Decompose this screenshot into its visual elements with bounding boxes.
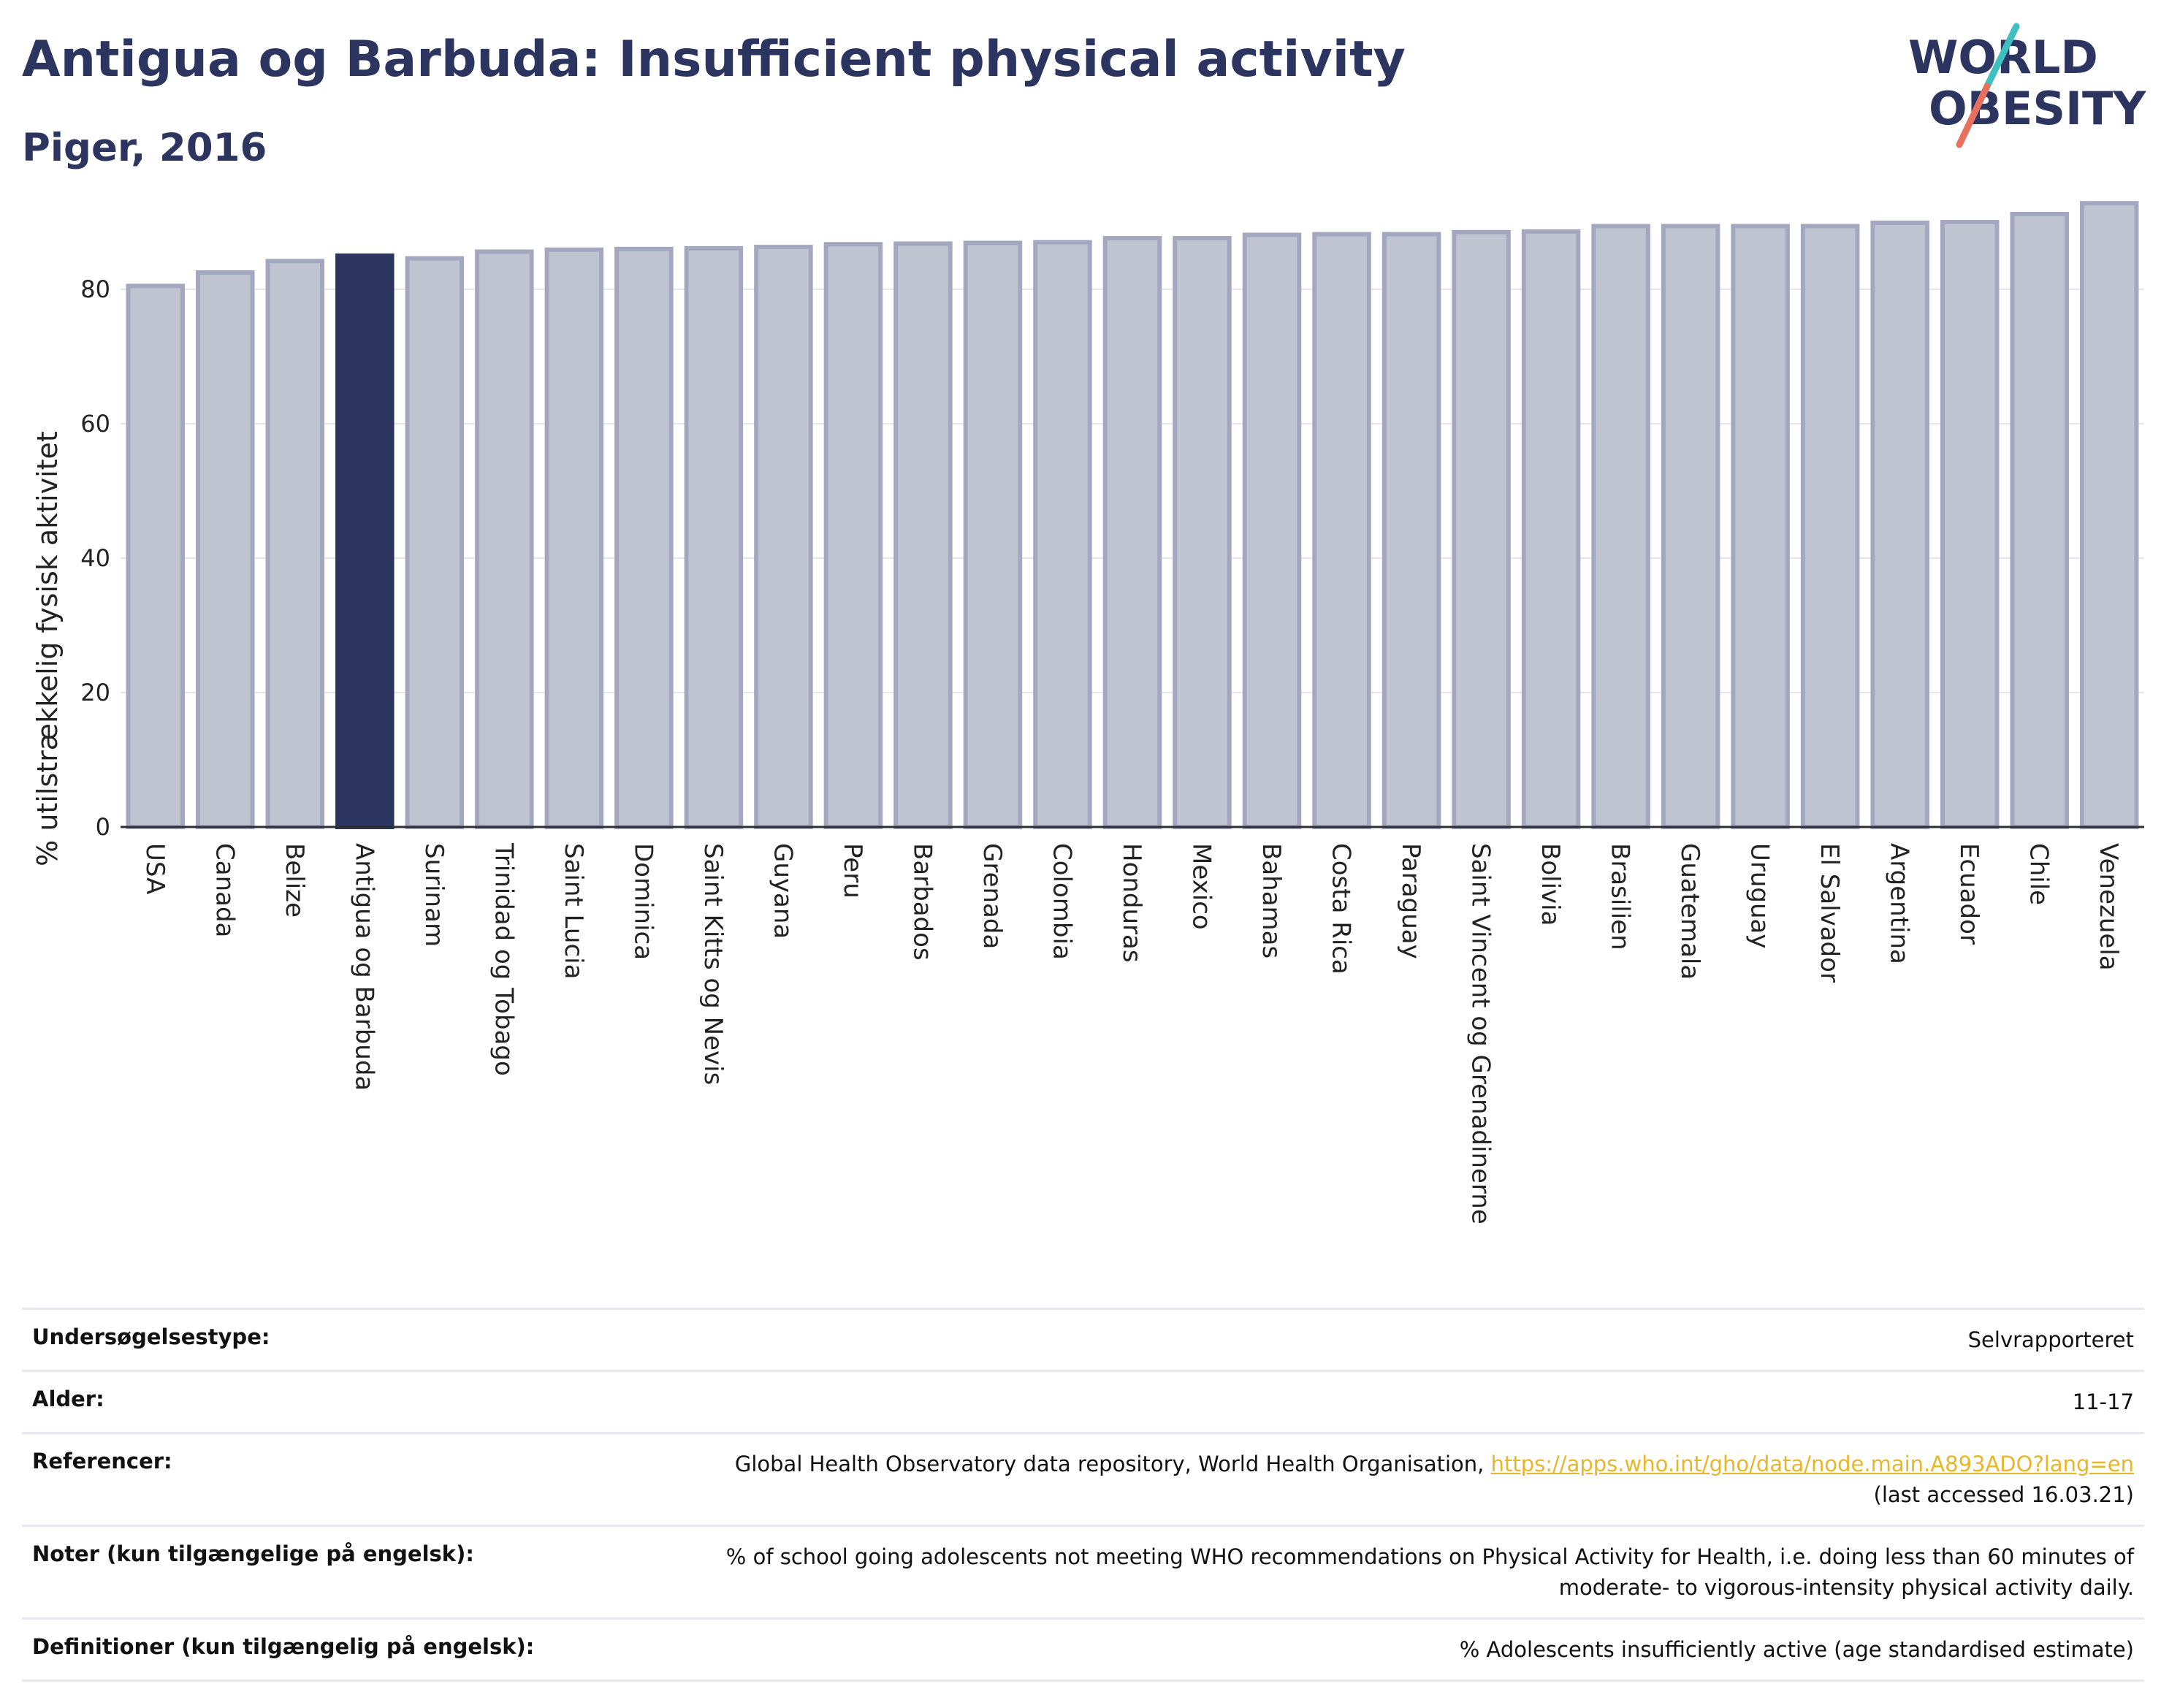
bar xyxy=(1033,240,1092,830)
x-category-label: Uruguay xyxy=(1745,843,1775,949)
bar xyxy=(1381,232,1441,829)
x-category-label: Trinidad og Tobago xyxy=(489,842,518,1076)
bar xyxy=(754,245,813,830)
bar xyxy=(196,270,255,829)
x-category-label: Brasilien xyxy=(1606,843,1635,950)
y-tick-label: 80 xyxy=(80,275,110,303)
x-category-label: El Salvador xyxy=(1815,843,1844,983)
info-row-definitions: Definitioner (kun tilgængelig på engelsk… xyxy=(22,1617,2144,1682)
x-category-label: Honduras xyxy=(1117,843,1146,963)
definitions-value: % Adolescents insufficiently active (age… xyxy=(568,1617,2144,1682)
definitions-label: Definitioner (kun tilgængelig på engelsk… xyxy=(22,1617,568,1682)
notes-line2: moderate- to vigorous-intensity physical… xyxy=(1558,1575,2134,1600)
bar xyxy=(893,241,953,829)
bar xyxy=(265,259,325,829)
x-category-label: Saint Lucia xyxy=(559,843,588,979)
bar xyxy=(405,256,465,829)
age-value: 11-17 xyxy=(568,1370,2144,1434)
y-tick-label: 0 xyxy=(96,813,110,841)
x-category-label: Guyana xyxy=(768,843,797,939)
bar xyxy=(335,253,395,829)
info-table: Undersøgelsestype: Selvrapporteret Alder… xyxy=(22,1308,2144,1682)
bar xyxy=(1173,236,1232,829)
info-row-references: Referencer: Global Health Observatory da… xyxy=(22,1432,2144,1527)
references-accessed: (last accessed 16.03.21) xyxy=(1873,1482,2134,1507)
x-category-label: Canada xyxy=(210,843,239,937)
survey-type-value: Selvrapporteret xyxy=(568,1308,2144,1372)
x-category-label: Grenada xyxy=(977,843,1007,949)
bar xyxy=(963,240,1023,829)
x-category-label: Venezuela xyxy=(2094,843,2123,971)
x-category-label: Costa Rica xyxy=(1327,843,1356,975)
notes-line1: % of school going adolescents not meetin… xyxy=(725,1544,2134,1569)
y-tick-label: 40 xyxy=(80,544,110,572)
bar xyxy=(126,283,186,829)
x-category-label: Colombia xyxy=(1047,843,1076,960)
x-category-label: Belize xyxy=(280,843,309,918)
x-category-label: Barbados xyxy=(907,843,937,961)
logo-slash-teal xyxy=(1983,23,2020,90)
x-category-label: Saint Vincent og Grenadinerne xyxy=(1466,843,1495,1224)
y-tick-labels: 0 20 40 60 80 xyxy=(80,275,110,841)
bar xyxy=(1312,232,1371,829)
bar xyxy=(1452,229,1511,829)
bar xyxy=(684,245,744,829)
x-category-label: Chile xyxy=(2024,843,2054,905)
bar xyxy=(1661,224,1720,829)
bar xyxy=(823,242,883,829)
bar xyxy=(614,246,674,829)
bar xyxy=(544,247,604,830)
x-category-label: USA xyxy=(140,843,169,894)
info-row-notes: Noter (kun tilgængelige på engelsk): % o… xyxy=(22,1525,2144,1620)
info-row-survey-type: Undersøgelsestype: Selvrapporteret xyxy=(22,1308,2144,1372)
bar xyxy=(1940,220,2000,829)
bar xyxy=(1242,232,1302,830)
bar xyxy=(1870,220,1929,830)
x-category-label: Guatemala xyxy=(1675,843,1704,980)
x-category-label: Argentina xyxy=(1885,843,1914,964)
info-row-age: Alder: 11-17 xyxy=(22,1370,2144,1434)
age-label: Alder: xyxy=(22,1370,568,1434)
x-category-label: Saint Kitts og Nevis xyxy=(698,843,728,1085)
bar xyxy=(2010,211,2069,829)
bars xyxy=(126,201,2139,830)
bar xyxy=(1731,224,1790,829)
bar xyxy=(2079,201,2139,829)
x-category-label: Peru xyxy=(838,843,867,899)
bar xyxy=(1800,224,1860,829)
y-tick-label: 60 xyxy=(80,410,110,438)
bar xyxy=(1591,224,1650,829)
survey-type-label: Undersøgelsestype: xyxy=(22,1308,568,1372)
references-text: Global Health Observatory data repositor… xyxy=(734,1452,1491,1476)
y-axis-title: % utilstrækkelig fysisk aktivitet xyxy=(31,431,64,866)
x-category-label: Surinam xyxy=(419,843,449,947)
x-category-label: Bahamas xyxy=(1257,843,1286,958)
references-value: Global Health Observatory data repositor… xyxy=(568,1432,2144,1527)
references-link[interactable]: https://apps.who.int/gho/data/node.main.… xyxy=(1490,1452,2134,1476)
x-category-label: Dominica xyxy=(628,843,658,960)
page-subtitle: Piger, 2016 xyxy=(22,126,267,170)
page-title: Antigua og Barbuda: Insufficient physica… xyxy=(22,31,1406,88)
bar xyxy=(1521,229,1581,829)
x-category-labels: USA Canada Belize Antigua og Barbuda Surinam… xyxy=(140,842,2123,1224)
x-category-label: Antigua og Barbuda xyxy=(349,843,378,1091)
bar xyxy=(475,249,534,830)
references-label: Referencer: xyxy=(22,1432,568,1527)
x-category-label: Paraguay xyxy=(1396,843,1425,959)
bar-chart: 0 20 40 60 80 USA Canada Belize Antigua og Barb… xyxy=(31,201,2144,1224)
notes-label: Noter (kun tilgængelige på engelsk): xyxy=(22,1525,568,1620)
y-tick-label: 20 xyxy=(80,679,110,706)
logo-slash-coral xyxy=(1956,83,1991,148)
world-obesity-logo: WORLD OBESITY xyxy=(1908,23,2146,148)
bar xyxy=(1102,236,1162,829)
x-category-label: Mexico xyxy=(1187,843,1216,930)
x-category-label: Ecuador xyxy=(1954,843,1983,945)
notes-value: % of school going adolescents not meetin… xyxy=(568,1525,2144,1620)
x-category-label: Bolivia xyxy=(1536,843,1565,926)
